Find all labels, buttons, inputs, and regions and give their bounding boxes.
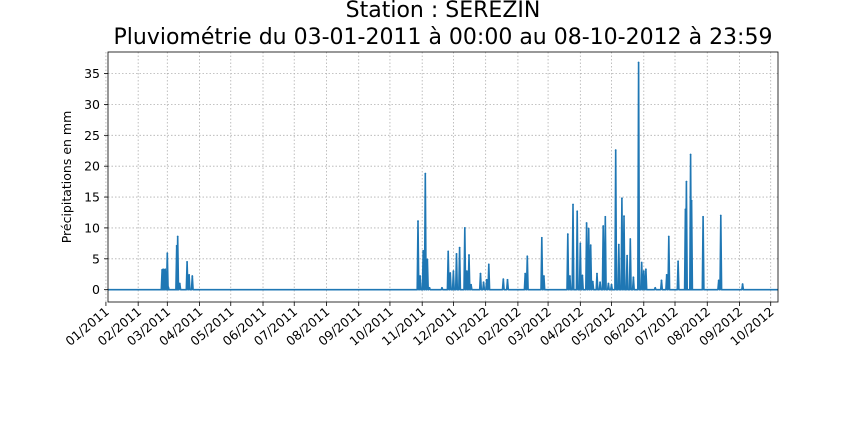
rainfall-point <box>569 275 571 277</box>
plot-area <box>107 61 779 291</box>
rainfall-point <box>644 268 647 271</box>
rainfall-point <box>702 215 704 218</box>
rainfall-point <box>685 180 688 183</box>
rainfall-point <box>479 272 482 275</box>
rainfall-point <box>591 280 594 283</box>
y-axis-label: Précipitations en mm <box>59 111 74 244</box>
rainfall-point <box>447 250 450 253</box>
rainfall-point <box>417 220 419 223</box>
grid <box>105 52 778 302</box>
rainfall-point <box>178 282 181 285</box>
rainfall-point <box>458 246 461 249</box>
rainfall-point <box>660 279 663 282</box>
rainfall-point <box>164 268 167 271</box>
rainfall-point <box>175 244 178 247</box>
rainfall-point <box>585 222 588 224</box>
rainfall-point <box>526 255 529 258</box>
rainfall-point <box>717 279 720 282</box>
rainfall-point <box>623 215 625 218</box>
rainfall-point <box>485 278 488 281</box>
rainfall-point <box>419 275 422 277</box>
rainfall-point <box>188 273 191 276</box>
rainfall-point <box>468 254 470 256</box>
chart-title: Station : SEREZIN <box>346 0 541 23</box>
rainfall-point <box>463 227 466 229</box>
rainfall-point <box>607 282 610 285</box>
y-tick-label: 0 <box>92 282 100 297</box>
rainfall-point <box>452 270 455 273</box>
rainfall-point <box>428 286 431 289</box>
rainfall-point <box>689 153 692 156</box>
rainfall-point <box>741 283 744 285</box>
y-tick-label: 35 <box>84 66 100 81</box>
y-tick-label: 5 <box>92 251 100 266</box>
rainfall-point <box>166 252 169 255</box>
rainfall-point <box>487 263 490 266</box>
rainfall-point <box>604 215 607 218</box>
rainfall-point <box>424 172 427 175</box>
rainfall-point <box>576 210 579 213</box>
rainfall-point <box>690 199 693 202</box>
rainfall-point <box>581 274 584 277</box>
rainfall-point <box>579 242 582 245</box>
rainfall-point <box>502 278 505 281</box>
y-tick-label: 30 <box>84 97 100 112</box>
rainfall-point <box>186 260 188 263</box>
axes: 01/201102/201103/201104/201105/201106/20… <box>62 51 779 349</box>
rainfall-point <box>566 233 569 235</box>
y-tick-label: 10 <box>84 220 100 235</box>
y-tick-label: 15 <box>84 190 100 205</box>
rainfall-point <box>426 258 429 261</box>
rainfall-point <box>642 270 645 273</box>
rainfall-point <box>596 272 598 275</box>
rainfall-point <box>482 281 485 284</box>
rainfall-point <box>602 225 605 227</box>
rainfall-point <box>599 281 601 284</box>
rainfall-point <box>626 254 629 257</box>
rainfall-point <box>449 272 452 274</box>
rainfall-point <box>470 283 472 286</box>
rainfall-point <box>543 275 545 277</box>
rainfall-point <box>540 236 543 239</box>
rainfall-series-line <box>107 61 779 291</box>
rainfall-point <box>610 283 613 286</box>
rainfall-point <box>632 276 635 279</box>
rainfall-point <box>629 238 632 240</box>
chart-subtitle: Pluviométrie du 03-01-2011 à 00:00 au 08… <box>114 25 773 50</box>
rainfall-point <box>640 261 643 264</box>
rainfall-point <box>667 235 670 238</box>
y-tick-label: 20 <box>84 159 100 174</box>
rainfall-point <box>677 260 680 263</box>
rainfall-point <box>637 61 640 64</box>
rainfall-point <box>167 286 170 289</box>
rainfall-point <box>617 243 620 246</box>
rainfall-point <box>466 270 468 273</box>
rainfall-point <box>176 235 179 238</box>
rainfall-point <box>524 272 527 275</box>
rainfall-point <box>719 214 722 217</box>
axes-frame <box>107 51 779 303</box>
rainfall-point <box>441 286 443 289</box>
rainfall-point <box>665 273 668 276</box>
rainfall-point <box>614 149 617 152</box>
rainfall-point <box>191 275 194 277</box>
y-tick-label: 25 <box>84 128 100 143</box>
rainfall-point <box>455 252 458 255</box>
rainfall-point <box>621 197 623 200</box>
rainfall-point <box>506 278 509 281</box>
rainfall-point <box>654 286 657 289</box>
rainfall-point <box>684 208 687 211</box>
rainfall-point <box>572 203 574 206</box>
rainfall-point <box>422 249 425 252</box>
rainfall-point <box>587 227 590 230</box>
rainfall-point <box>589 244 592 247</box>
